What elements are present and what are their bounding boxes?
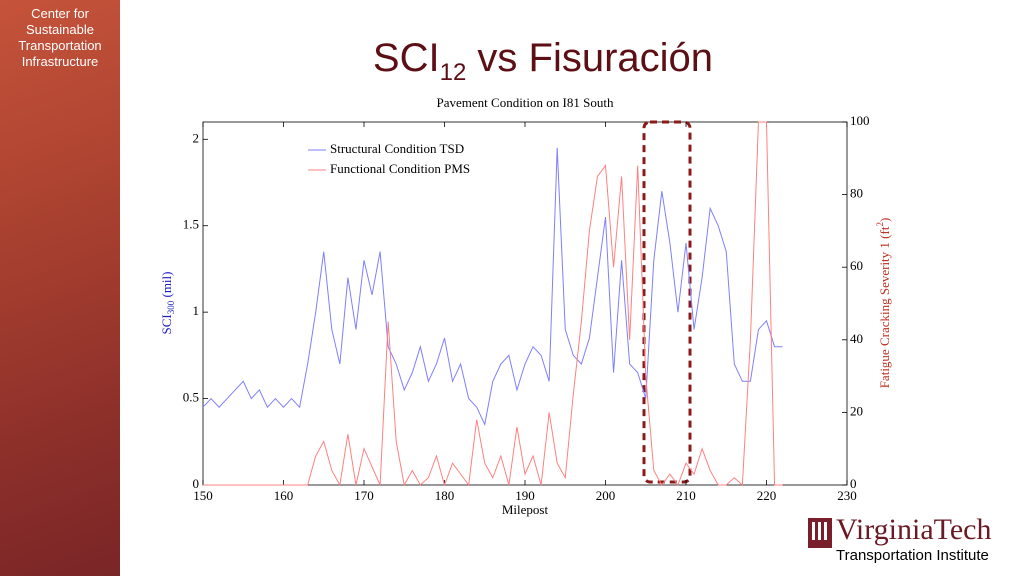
series-line — [203, 121, 783, 487]
y-tick-label: 2 — [193, 130, 200, 145]
y2-label-main: Fatigue Cracking Severity 1 (ft — [877, 226, 892, 388]
y-label-rest: (mil) — [159, 272, 174, 301]
y-label-sub: 300 — [166, 300, 176, 314]
y-tick-label: 0 — [193, 476, 200, 491]
logo-name: VirginiaTech — [836, 513, 992, 546]
y-tick-label: 1.5 — [183, 217, 199, 232]
chart-title: Pavement Condition on I81 South — [437, 95, 614, 110]
title-rest: vs Fisuración — [466, 36, 714, 80]
logo-shape — [818, 522, 821, 540]
x-tick-label: 170 — [354, 488, 374, 503]
logo-shape — [824, 522, 827, 540]
x-tick-label: 160 — [274, 488, 294, 503]
series-line — [202, 147, 783, 427]
y2-tick-label: 0 — [850, 476, 857, 491]
highlight-box — [642, 120, 692, 484]
y2-label-rest: ) — [877, 218, 892, 222]
y2-tick-label: 100 — [850, 113, 870, 128]
logo: VirginiaTech Transportation Institute — [808, 513, 992, 564]
y-tick-label: 0.5 — [183, 390, 199, 405]
y2-tick-label: 60 — [850, 258, 863, 273]
x-axis-label: Milepost — [502, 502, 549, 517]
y2-tick-label: 80 — [850, 186, 863, 201]
y-tick-label: 1 — [193, 303, 200, 318]
y2-tick-label: 40 — [850, 331, 863, 346]
sidebar-text: Center for Sustainable Transportation In… — [18, 6, 102, 69]
title-main: SCI — [372, 36, 440, 80]
x-tick-label: 220 — [757, 488, 777, 503]
sidebar: Center for Sustainable Transportation In… — [0, 0, 120, 576]
y-axis-label: SCI300 (mil) — [159, 272, 176, 335]
x-tick-label: 190 — [515, 488, 535, 503]
y-label-main: SCI — [159, 314, 174, 334]
x-tick-label: 200 — [596, 488, 616, 503]
plot-frame — [202, 121, 848, 486]
x-tick-label: 180 — [435, 488, 455, 503]
logo-unit: Transportation Institute — [836, 547, 989, 564]
x-tick-label: 210 — [676, 488, 696, 503]
legend-label: Structural Condition TSD — [330, 141, 464, 156]
x-tick-label: 150 — [193, 488, 213, 503]
y2-tick-label: 20 — [850, 403, 863, 418]
slide-title: SCI12 vs Fisuración — [120, 36, 966, 87]
y2-axis-label: Fatigue Cracking Severity 1 (ft2) — [875, 218, 892, 389]
title-sub: 12 — [439, 59, 467, 86]
y2-label-sup: 2 — [875, 222, 885, 227]
logo-shape — [812, 522, 815, 540]
x-tick-label: 230 — [837, 488, 857, 503]
legend-label: Functional Condition PMS — [330, 161, 470, 176]
